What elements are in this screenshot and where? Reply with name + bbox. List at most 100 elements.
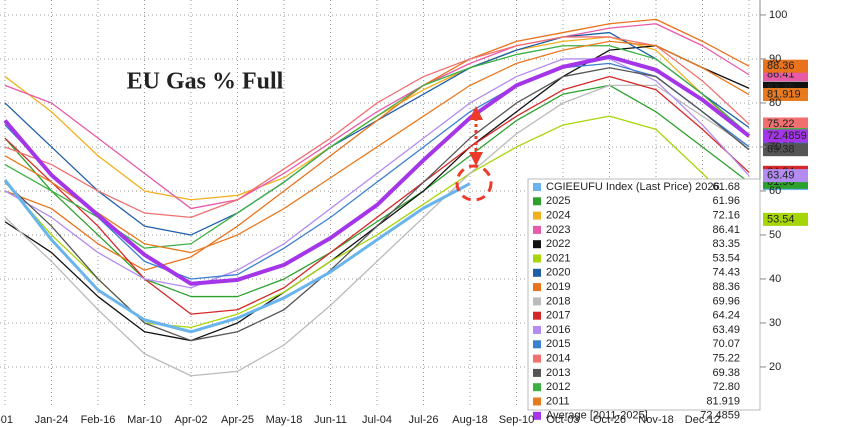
y-tick-label: 90 (769, 53, 781, 65)
legend-label: 2017 (546, 310, 570, 322)
x-tick-label: Jan-24 (35, 414, 69, 426)
legend-swatch (533, 240, 541, 249)
x-tick-label: -01 (0, 414, 13, 426)
x-tick-label: Jul-04 (362, 414, 392, 426)
lines (3, 18, 751, 377)
legend-label: 2011 (546, 395, 570, 407)
legend-swatch (533, 297, 541, 306)
series-line (4, 58, 750, 289)
legend-label: 2018 (546, 295, 570, 307)
legend-value: 86.41 (712, 224, 740, 236)
legend-label: 2021 (546, 252, 570, 264)
series-line (4, 62, 750, 280)
legend-swatch (533, 254, 541, 263)
series-line (4, 45, 750, 249)
legend-swatch (533, 211, 541, 220)
value-tag-label: 88.36 (767, 60, 795, 72)
x-tick-label: Jun-11 (314, 414, 347, 426)
x-tick-label: Oct-03 (546, 414, 579, 426)
legend-label: CGIEEUFU Index (Last Price) 2026 (546, 181, 720, 193)
legend-swatch (533, 268, 541, 277)
annotation (455, 106, 493, 202)
y-tick-label: 30 (769, 317, 781, 329)
y-tick-label: 60 (769, 185, 781, 197)
chart-title: EU Gas % Full (127, 69, 284, 95)
legend-label: 2013 (546, 367, 570, 379)
x-tick-label: Sep-10 (499, 414, 534, 426)
legend-value: 63.49 (712, 324, 740, 336)
series-line (3, 54, 751, 286)
x-tick-label: Oct-26 (593, 414, 626, 426)
value-tag-label: 63.49 (767, 170, 795, 182)
legend-label: 2024 (546, 210, 570, 222)
y-tick-label: 20 (769, 361, 781, 373)
y-tick-label: 40 (769, 273, 781, 285)
value-tag-label: 72.4859 (767, 130, 807, 142)
x-tick-label: Feb-16 (81, 414, 116, 426)
legend-swatch (533, 326, 541, 334)
series-line (3, 179, 471, 334)
value-tag (763, 117, 808, 131)
x-tick-label: Apr-25 (221, 414, 254, 426)
y-tick-label: 100 (769, 9, 787, 21)
x-tick-label: Mar-10 (127, 414, 162, 426)
legend-label: 2020 (546, 267, 570, 279)
x-tick-label: Nov-18 (638, 414, 673, 426)
series-line (4, 75, 750, 315)
y-tick-label: 70 (769, 141, 781, 153)
series-line (4, 40, 750, 254)
legend-value: 64.24 (712, 310, 740, 322)
legend-value: 53.54 (712, 252, 740, 264)
series-line (4, 23, 750, 210)
value-tag (763, 88, 808, 102)
legend-value: 69.96 (712, 295, 740, 307)
legend-value: 69.38 (712, 367, 740, 379)
value-tag (763, 59, 808, 73)
legend-value: 75.22 (712, 353, 740, 365)
legend-swatch (533, 340, 541, 349)
legend-swatch (533, 397, 541, 406)
legend-label: 2022 (546, 238, 570, 250)
x-tick-label: May-18 (266, 414, 303, 426)
value-tag (763, 169, 808, 183)
y-tick-label: 50 (769, 229, 781, 241)
legend-value: 74.43 (712, 267, 740, 279)
legend-value: 72.80 (712, 381, 740, 393)
x-tick-label: Jul-26 (409, 414, 439, 426)
value-tag (763, 143, 808, 157)
grid (0, 0, 760, 407)
series-line (4, 84, 750, 298)
legend-swatch (533, 354, 541, 363)
legend-label: 2023 (546, 224, 570, 236)
legend-swatch (533, 183, 541, 191)
value-tag (763, 212, 808, 226)
legend-label: 2014 (546, 353, 570, 365)
legend-swatch (533, 225, 541, 234)
legend-swatch (533, 197, 541, 206)
legend-value: 72.16 (712, 210, 740, 222)
legend-label: 2016 (546, 324, 570, 336)
legend-value: 88.36 (712, 281, 740, 293)
value-tag-label: 75.22 (767, 118, 795, 130)
legend-value: 70.07 (712, 338, 740, 350)
series-line (4, 84, 750, 377)
value-tags: 61.6861.9672.1686.4183.3553.5474.4388.36… (763, 59, 808, 226)
series-line (4, 36, 750, 201)
legend-value: 61.68 (712, 181, 740, 193)
value-tag-label: 53.54 (767, 213, 795, 225)
legend-value: 72.4859 (700, 410, 740, 422)
legend-swatch (533, 368, 541, 377)
series-line (4, 36, 750, 219)
value-tag-label: 81.919 (767, 88, 801, 100)
legend-swatch (533, 383, 541, 392)
value-tag (763, 129, 808, 143)
legend-value: 61.96 (712, 195, 740, 207)
legend-value: 83.35 (712, 238, 740, 250)
legend-label: 2019 (546, 281, 570, 293)
y-tick-label: 80 (769, 97, 781, 109)
x-tick-label: Aug-18 (452, 414, 487, 426)
legend-swatch (533, 411, 541, 420)
legend-swatch (533, 283, 541, 292)
legend-label: 2025 (546, 195, 570, 207)
